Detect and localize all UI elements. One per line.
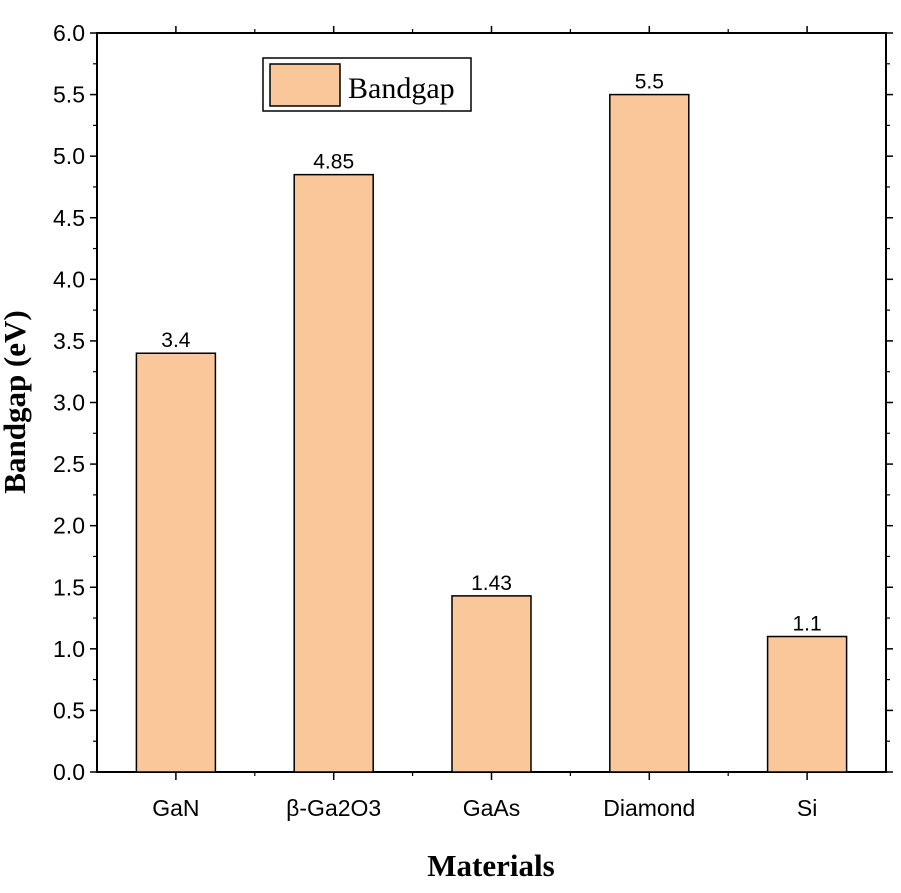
legend: Bandgap	[262, 57, 472, 112]
y-tick-label: 6.0	[53, 20, 85, 46]
y-tick-label: 0.0	[53, 759, 85, 785]
bar-value-labels: 3.4 4.85 1.43 5.5 1.1	[161, 71, 821, 636]
legend-swatch	[269, 63, 341, 107]
bar-Diamond	[609, 93, 690, 773]
bar-GaN	[135, 352, 217, 773]
y-tick-label: 4.0	[53, 266, 85, 292]
y-tick-label: 3.0	[53, 390, 85, 416]
x-axis-title: Materials	[427, 848, 554, 883]
y-tick-label: 5.0	[53, 143, 85, 169]
bar-value-label: 1.1	[792, 613, 821, 636]
y-tick-label: 1.5	[53, 574, 85, 600]
bar-value-label: 4.85	[313, 151, 354, 174]
y-tick-label: 5.5	[53, 82, 85, 108]
x-tick-label: GaN	[152, 795, 199, 821]
bar-GaAs	[451, 595, 532, 773]
y-tick-label: 2.5	[53, 451, 85, 477]
y-tick-label: 1.0	[53, 636, 85, 662]
legend-label: Bandgap	[348, 72, 455, 105]
y-tick-label: 0.5	[53, 697, 85, 723]
x-axis-ticks: GaN β-Ga2O3 GaAs Diamond Si	[152, 26, 817, 821]
y-tick-label: 4.5	[53, 205, 85, 231]
y-axis-title: Bandgap (eV)	[0, 310, 32, 493]
bar-β-Ga2O3	[293, 173, 374, 773]
bar-value-label: 5.5	[635, 71, 664, 94]
bar-series	[135, 93, 848, 773]
bar-Si	[766, 635, 848, 773]
y-tick-label: 2.0	[53, 513, 85, 539]
bar-value-label: 3.4	[161, 329, 191, 352]
y-axis-ticks: 0.0 0.5 1.0 1.5 2.0 2.5 3.0 3.5 4.0 4.5 5.0 5.5 6.0	[53, 20, 893, 785]
x-tick-label: Diamond	[603, 795, 695, 821]
x-tick-label: β-Ga2O3	[286, 795, 381, 821]
x-tick-label: GaAs	[463, 795, 521, 821]
y-tick-label: 3.5	[53, 328, 85, 354]
bar-value-label: 1.43	[471, 572, 512, 595]
x-tick-label: Si	[797, 795, 817, 821]
